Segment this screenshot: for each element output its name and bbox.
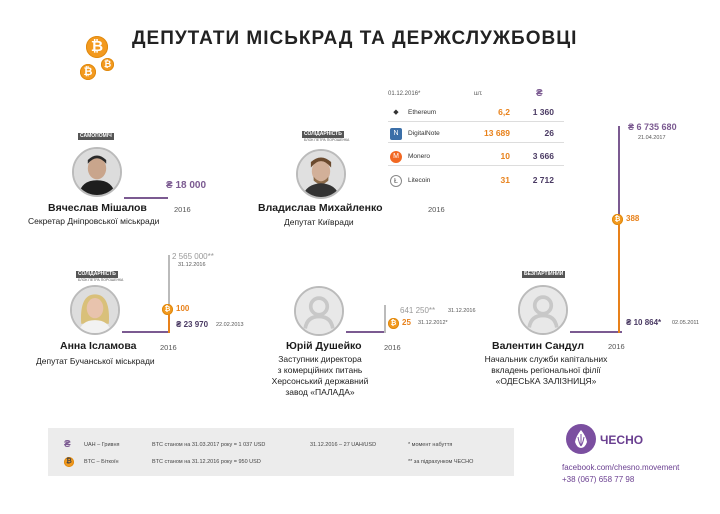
- person-position: Начальник служби капітальних вкладень ре…: [484, 354, 608, 386]
- person-position: Депутат Київради: [284, 217, 354, 227]
- bitcoin-icon: ₿: [64, 457, 74, 467]
- uah-amount: ₴ 10 864*: [626, 318, 662, 327]
- year-label: 2016: [428, 205, 445, 214]
- person-name: Вячеслав Мішалов: [48, 202, 147, 214]
- value-date: 31.12.2016: [448, 308, 476, 314]
- person-name: Юрій Душейко: [286, 340, 362, 352]
- bitcoin-icon: ₿: [612, 214, 623, 225]
- person-position: Заступник директора з комерційних питань…: [271, 354, 369, 397]
- party-badge: СОЛІДАРНІСТЬ: [302, 131, 344, 138]
- btc-amount: 100: [176, 304, 190, 313]
- person-position: Секретар Дніпровської міськради: [28, 216, 160, 226]
- bitcoin-icon: ₿: [86, 36, 108, 58]
- timeline: [122, 331, 170, 333]
- crypto-row: N DigitalNote 13 689 26: [388, 125, 564, 143]
- person-position: Депутат Бучанської міськради: [36, 356, 155, 366]
- timeline: [124, 197, 168, 199]
- crypto-table-qty-header: шт.: [474, 91, 483, 97]
- btc-amount: 388: [626, 214, 640, 223]
- uah-amount: ₴ 18 000: [166, 180, 207, 191]
- party-badge: БЕЗПАРТІЙНИЙ: [522, 271, 566, 278]
- chesno-logo: [566, 424, 596, 454]
- year-label: 2016: [608, 342, 625, 351]
- btc-value-uah: 641 250**: [400, 306, 436, 315]
- uah-amount: ₴ 23 970: [176, 320, 209, 329]
- year-label: 2016: [384, 343, 401, 352]
- timeline: [570, 331, 622, 333]
- btc-value-uah: 2 565 000**: [172, 252, 214, 261]
- crypto-row: M Monero 10 3 666: [388, 148, 564, 166]
- party-badge-sub: БЛОК ПЕТРА ПОРОШЕНКА: [304, 138, 350, 142]
- year-label: 2016: [174, 205, 191, 214]
- bitcoin-icon: ₿: [80, 64, 96, 80]
- value-date: 21.04.2017: [638, 135, 666, 141]
- timeline-vertical: [168, 255, 170, 333]
- value-date: 31.12.2012*: [418, 320, 448, 326]
- crypto-row: Ł Litecoin 31 2 712: [388, 172, 564, 190]
- digitalnote-icon: N: [390, 128, 402, 140]
- avatar: [296, 149, 346, 199]
- value-date: 02.05.2011: [672, 320, 700, 326]
- person-name: Валентин Сандул: [492, 340, 585, 352]
- timeline-vertical: [168, 310, 170, 333]
- bitcoin-icon: ₿: [388, 318, 399, 329]
- bitcoin-icon: ₿: [162, 304, 173, 315]
- party-badge: САМОПОМІЧ: [78, 133, 114, 140]
- phone-number: +38 (067) 658 77 98: [562, 475, 635, 484]
- timeline-vertical: [618, 218, 620, 333]
- btc-amount: 25: [402, 318, 411, 327]
- timeline: [346, 331, 384, 333]
- year-label: 2016: [160, 343, 177, 352]
- person-name: Анна Ісламова: [60, 340, 137, 352]
- page-title: ДЕПУТАТИ МІСЬКРАД ТА ДЕРЖСЛУЖБОВЦІ: [132, 28, 578, 49]
- monero-icon: M: [390, 151, 402, 163]
- brand-name: ЧЕСНО: [600, 433, 644, 447]
- person-name: Владислав Михайленко: [258, 202, 383, 214]
- avatar: [294, 286, 344, 336]
- avatar: [72, 147, 122, 197]
- crypto-table-uah-header: ₴: [536, 88, 543, 99]
- uah-amount: ₴ 6 735 680: [628, 122, 677, 132]
- ethereum-icon: ◆: [393, 109, 399, 116]
- litecoin-icon: Ł: [390, 175, 402, 187]
- value-date: 22.02.2013: [216, 322, 244, 328]
- party-badge: СОЛІДАРНІСТЬ: [76, 271, 118, 278]
- bitcoin-icon: ₿: [101, 58, 114, 71]
- legend: ₴ UAH – Гривня ₿ BTC – Біткоїн BTC стано…: [48, 428, 514, 476]
- avatar: [518, 285, 568, 335]
- crypto-table-date: 01.12.2016*: [388, 91, 421, 97]
- facebook-link[interactable]: facebook.com/chesno.movement: [562, 463, 680, 472]
- value-date: 31.12.2016: [178, 262, 206, 268]
- party-badge-sub: БЛОК ПЕТРА ПОРОШЕНКА: [78, 278, 124, 282]
- uah-icon: ₴: [64, 439, 71, 450]
- timeline-vertical: [384, 305, 386, 333]
- crypto-row: ◆ Ethereum 6,2 1 360: [388, 104, 564, 122]
- avatar: [70, 285, 120, 335]
